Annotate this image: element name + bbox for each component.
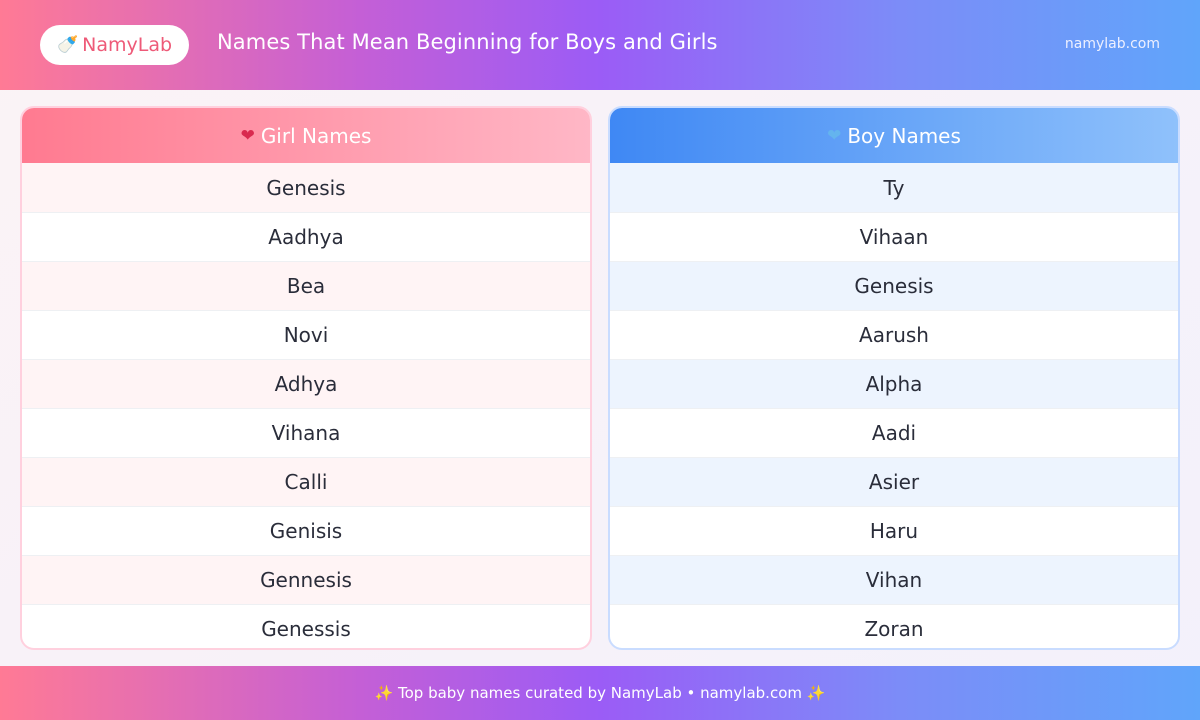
girl-name-item: Novi xyxy=(22,310,590,359)
logo[interactable]: 🍼 NamyLab xyxy=(40,25,189,65)
boy-name-item: Alpha xyxy=(610,359,1178,408)
girl-names-panel: ❤ Girl Names Genesis Aadhya Bea Novi Adh… xyxy=(20,106,592,650)
girl-name-item: Genessis xyxy=(22,604,590,648)
girl-names-header: ❤ Girl Names xyxy=(22,108,590,163)
baby-bottle-icon: 🍼 xyxy=(56,35,79,55)
girl-name-item: Genesis xyxy=(22,163,590,212)
boy-name-item: Aarush xyxy=(610,310,1178,359)
boy-name-item: Genesis xyxy=(610,261,1178,310)
boy-name-item: Ty xyxy=(610,163,1178,212)
boy-name-item: Aadi xyxy=(610,408,1178,457)
footer-text: ✨ Top baby names curated by NamyLab • na… xyxy=(374,684,826,702)
girl-name-item: Aadhya xyxy=(22,212,590,261)
girl-names-list: Genesis Aadhya Bea Novi Adhya Vihana Cal… xyxy=(22,163,590,648)
blue-heart-icon: ❤ xyxy=(827,125,842,146)
boy-names-list: Ty Vihaan Genesis Aarush Alpha Aadi Asie… xyxy=(610,163,1178,648)
boy-name-item: Vihan xyxy=(610,555,1178,604)
girl-name-item: Vihana xyxy=(22,408,590,457)
girl-name-item: Adhya xyxy=(22,359,590,408)
boy-name-item: Asier xyxy=(610,457,1178,506)
footer-bar: ✨ Top baby names curated by NamyLab • na… xyxy=(0,666,1200,720)
boy-names-title: Boy Names xyxy=(847,123,961,148)
boy-names-header: ❤ Boy Names xyxy=(610,108,1178,163)
page-title: Names That Mean Beginning for Boys and G… xyxy=(217,30,718,54)
boy-names-panel: ❤ Boy Names Ty Vihaan Genesis Aarush Alp… xyxy=(608,106,1180,650)
girl-name-item: Gennesis xyxy=(22,555,590,604)
girl-name-item: Genisis xyxy=(22,506,590,555)
red-heart-icon: ❤ xyxy=(240,125,255,146)
boy-name-item: Haru xyxy=(610,506,1178,555)
girl-name-item: Bea xyxy=(22,261,590,310)
girl-name-item: Calli xyxy=(22,457,590,506)
site-link[interactable]: namylab.com xyxy=(1064,36,1160,52)
boy-name-item: Vihaan xyxy=(610,212,1178,261)
boy-name-item: Zoran xyxy=(610,604,1178,648)
girl-names-title: Girl Names xyxy=(260,123,372,148)
header-bar: 🍼 NamyLab Names That Mean Beginning for … xyxy=(0,0,1200,90)
logo-text: NamyLab xyxy=(82,34,173,56)
